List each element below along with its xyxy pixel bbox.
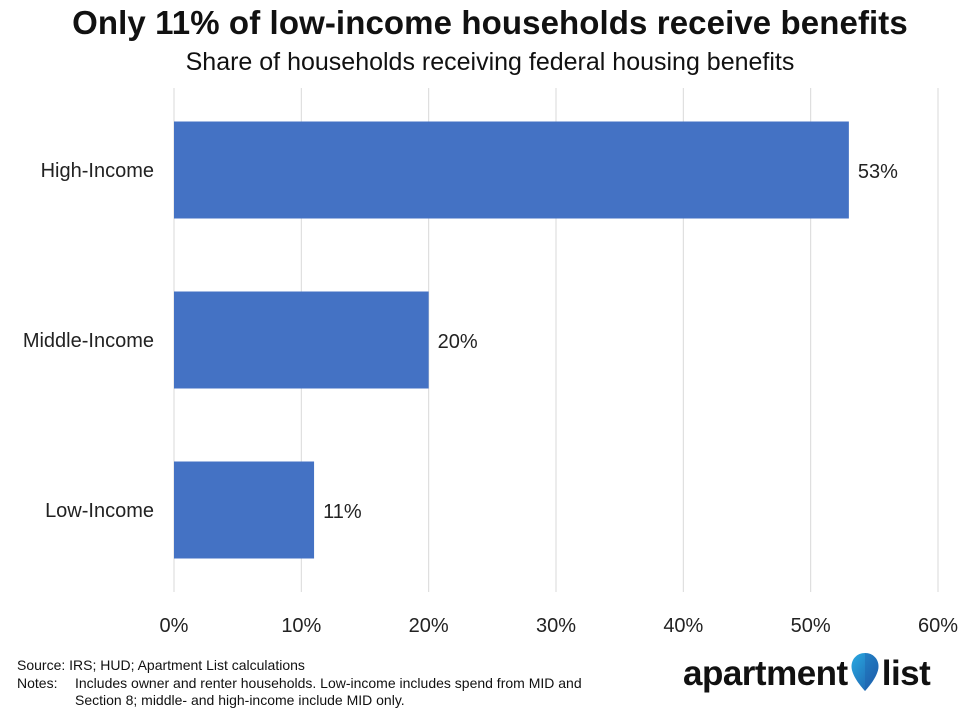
footer-notes-label: Notes: xyxy=(17,675,58,691)
bar-middle-income xyxy=(174,291,429,389)
x-tick-label: 40% xyxy=(663,615,703,637)
bar-high-income xyxy=(174,121,849,219)
x-tick-label: 30% xyxy=(536,615,576,637)
footer-source: Source: IRS; HUD; Apartment List calcula… xyxy=(17,657,305,673)
x-tick-label: 50% xyxy=(791,615,831,637)
x-tick-label: 10% xyxy=(281,615,321,637)
data-label: 53% xyxy=(858,161,898,183)
category-label: High-Income xyxy=(41,160,154,182)
logo-word-apartment: apartment xyxy=(683,654,848,693)
category-label: Low-Income xyxy=(45,500,154,522)
category-label: Middle-Income xyxy=(23,330,154,352)
x-tick-label: 60% xyxy=(918,615,958,637)
x-tick-label: 0% xyxy=(160,615,189,637)
logo-word-list: list xyxy=(881,654,931,693)
data-label: 20% xyxy=(438,331,478,353)
bar-low-income xyxy=(174,461,315,559)
footer-notes: Notes: Includes owner and renter househo… xyxy=(17,675,595,709)
chart-subtitle: Share of households receiving federal ho… xyxy=(185,48,795,76)
bar-chart: 0% 10% 20% 30% 40% 50% 60% High-Income 53% Middle… xyxy=(23,88,958,637)
footer-notes-text: Includes owner and renter households. Lo… xyxy=(75,675,582,708)
x-tick-label: 20% xyxy=(409,615,449,637)
map-pin-icon xyxy=(851,653,879,691)
apartment-list-logo: apartment list xyxy=(683,652,931,694)
data-label: 11% xyxy=(323,501,362,523)
chart-title: Only 11% of low-income households receiv… xyxy=(72,4,908,41)
